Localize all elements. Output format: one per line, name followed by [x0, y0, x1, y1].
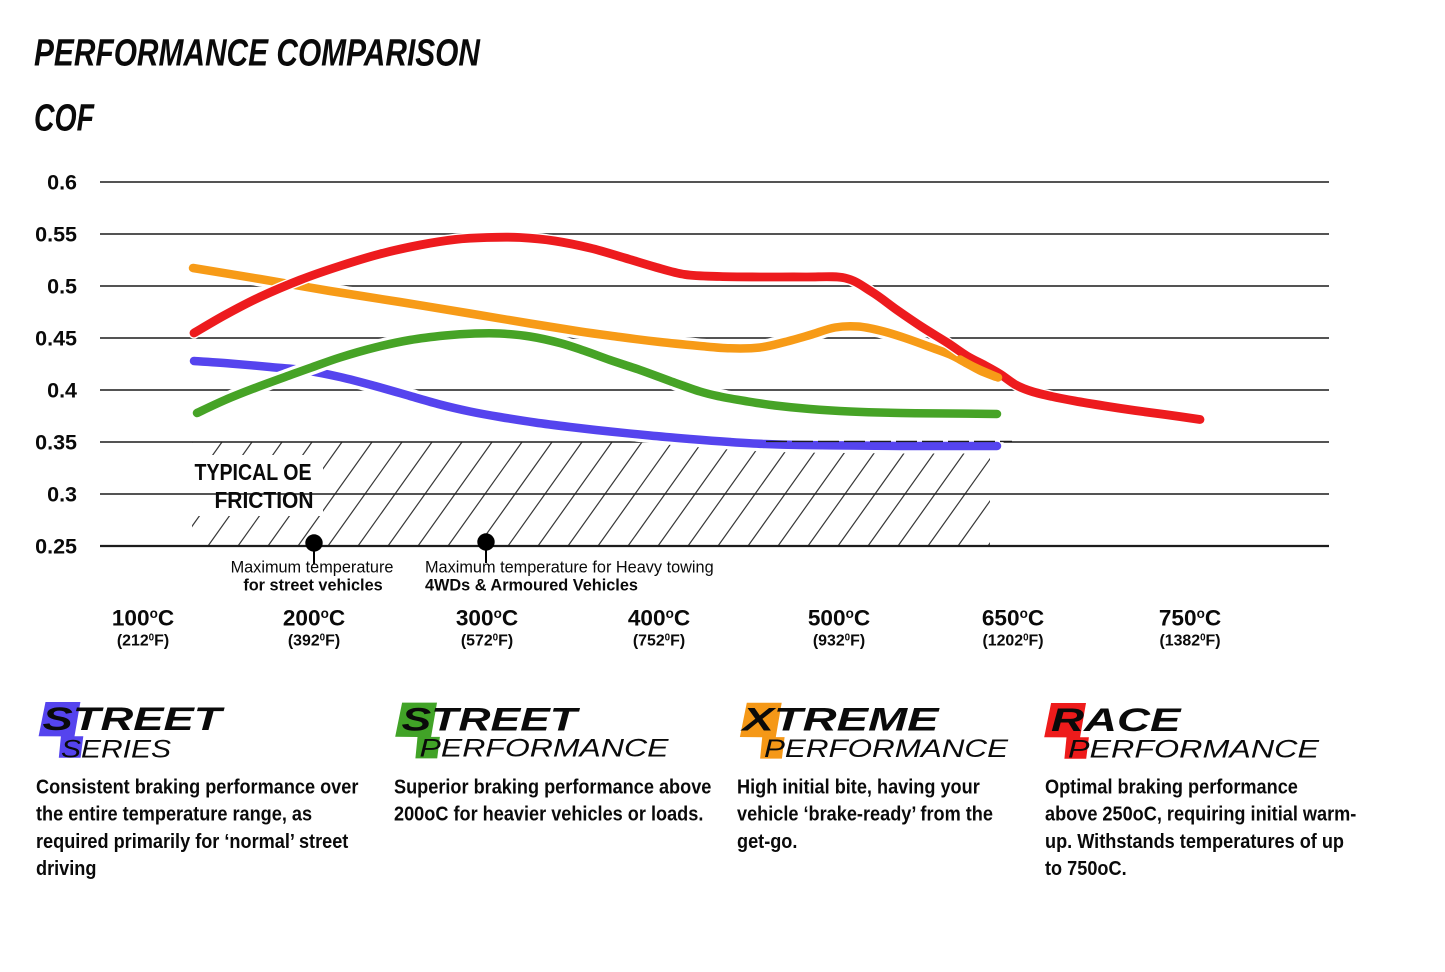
svg-text:SERIES: SERIES [61, 736, 171, 764]
svg-text:300oC: 300oC [456, 606, 518, 631]
svg-text:to 750oC.: to 750oC. [1045, 857, 1127, 880]
svg-text:200oC for heavier vehicles or: 200oC for heavier vehicles or loads. [394, 803, 703, 826]
svg-text:RACE: RACE [1051, 701, 1182, 738]
svg-text:get-go.: get-go. [737, 830, 797, 853]
svg-text:0.5: 0.5 [47, 275, 77, 299]
svg-text:XTREME: XTREME [740, 701, 940, 738]
svg-text:STREET: STREET [43, 700, 226, 737]
svg-text:(13820F): (13820F) [1159, 633, 1220, 650]
svg-text:required primarily for ‘normal: required primarily for ‘normal’ street [36, 830, 349, 853]
svg-text:COF: COF [34, 98, 95, 140]
svg-text:0.35: 0.35 [35, 431, 77, 455]
svg-text:FRICTION: FRICTION [215, 487, 314, 513]
svg-text:Maximum temperature for Heavy: Maximum temperature for Heavy towing [425, 559, 714, 577]
svg-text:High initial bite, having your: High initial bite, having your [737, 775, 980, 798]
svg-text:driving: driving [36, 857, 96, 880]
svg-text:0.6: 0.6 [47, 171, 77, 195]
svg-text:(3920F): (3920F) [288, 633, 340, 650]
svg-text:Consistent braking performance: Consistent braking performance over [36, 775, 359, 798]
svg-text:200oC: 200oC [283, 606, 345, 631]
svg-text:750oC: 750oC [1159, 606, 1221, 631]
svg-text:for street vehicles: for street vehicles [243, 577, 382, 595]
svg-text:500oC: 500oC [808, 606, 870, 631]
svg-text:above 250oC, requiring initial: above 250oC, requiring initial warm- [1045, 803, 1356, 826]
svg-text:vehicle ‘brake-ready’ from the: vehicle ‘brake-ready’ from the [737, 803, 993, 826]
svg-text:PERFORMANCE COMPARISON: PERFORMANCE COMPARISON [34, 33, 481, 75]
svg-text:Optimal braking performance: Optimal braking performance [1045, 775, 1298, 798]
svg-text:4WDs & Armoured Vehicles: 4WDs & Armoured Vehicles [425, 577, 638, 595]
svg-text:0.55: 0.55 [35, 223, 77, 247]
svg-text:0.3: 0.3 [47, 483, 77, 507]
svg-text:the entire temperature range,: the entire temperature range, as [36, 803, 312, 826]
svg-text:0.25: 0.25 [35, 535, 77, 559]
svg-text:400oC: 400oC [628, 606, 690, 631]
svg-text:(7520F): (7520F) [633, 633, 685, 650]
svg-text:Maximum temperature: Maximum temperature [231, 559, 394, 577]
svg-text:TYPICAL OE: TYPICAL OE [195, 459, 312, 485]
svg-text:(9320F): (9320F) [813, 633, 865, 650]
svg-text:(12020F): (12020F) [982, 633, 1043, 650]
svg-text:PERFORMANCE: PERFORMANCE [764, 735, 1008, 763]
svg-text:(5720F): (5720F) [461, 633, 513, 650]
svg-text:PERFORMANCE: PERFORMANCE [420, 735, 669, 763]
svg-text:Superior braking performance a: Superior braking performance above [394, 775, 712, 798]
svg-text:0.4: 0.4 [47, 379, 77, 403]
svg-text:(2120F): (2120F) [117, 633, 169, 650]
svg-text:up. Withstands temperatures of: up. Withstands temperatures of up [1045, 830, 1344, 853]
svg-text:650oC: 650oC [982, 606, 1044, 631]
svg-text:STREET: STREET [402, 701, 582, 738]
svg-text:PERFORMANCE: PERFORMANCE [1068, 736, 1319, 764]
svg-text:100oC: 100oC [112, 606, 174, 631]
svg-text:0.45: 0.45 [35, 327, 77, 351]
